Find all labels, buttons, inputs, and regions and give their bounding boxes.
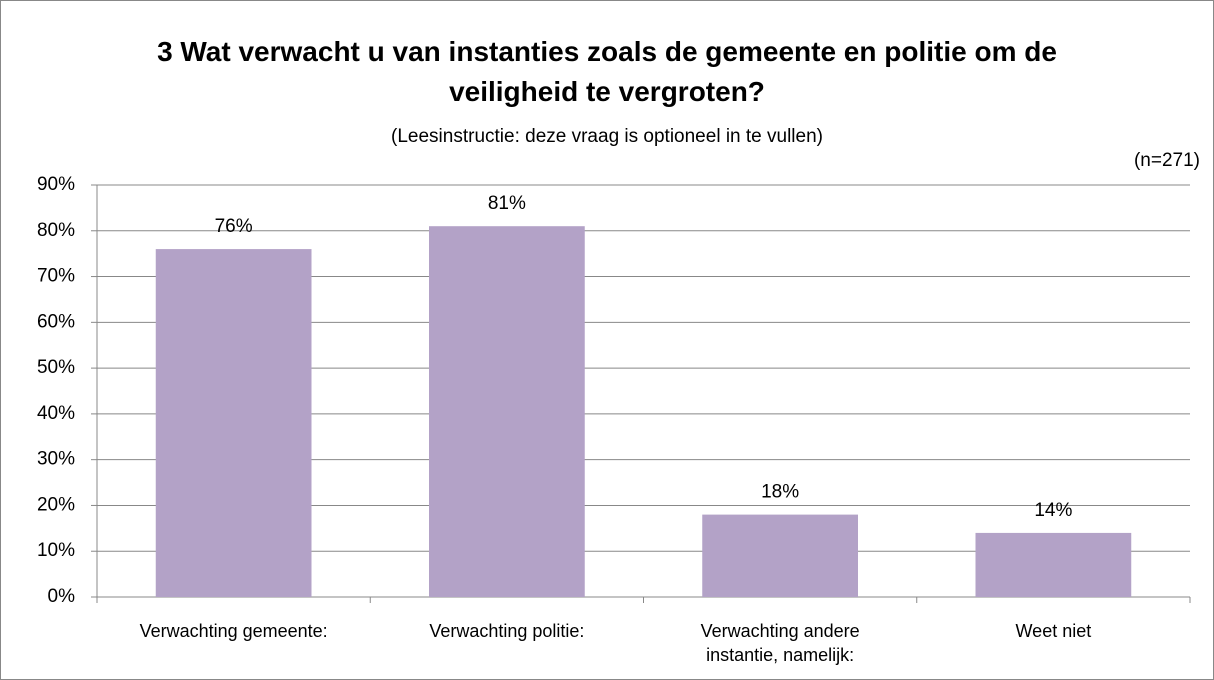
x-tick-label: Weet niet	[1015, 621, 1092, 641]
y-tick-label: 90%	[37, 174, 75, 195]
data-label: 76%	[215, 216, 253, 237]
bar	[975, 532, 1132, 597]
chart-title: 3 Wat verwacht u van instanties zoals de…	[157, 36, 1057, 107]
y-tick-label: 80%	[37, 220, 75, 241]
bar	[155, 249, 312, 598]
y-tick-label: 20%	[37, 494, 75, 515]
x-tick-label: Verwachting gemeente:	[139, 621, 328, 641]
annotation: (n=271)	[1133, 150, 1200, 171]
y-tick-label: 50%	[37, 357, 75, 378]
y-tick-label: 60%	[37, 311, 75, 332]
x-tick-label: Verwachting andere instantie, namelijk:	[700, 621, 860, 665]
data-label: 14%	[1034, 500, 1072, 521]
data-label: 81%	[488, 193, 526, 214]
data-label: 18%	[761, 482, 799, 503]
bar	[428, 226, 585, 597]
chart-subtitle: (Leesinstructie: deze vraag is optioneel…	[391, 126, 823, 147]
x-tick-label: Verwachting politie:	[429, 621, 585, 641]
y-tick-label: 30%	[37, 449, 75, 470]
y-tick-label: 10%	[37, 540, 75, 561]
y-tick-label: 40%	[37, 403, 75, 424]
y-tick-label: 0%	[48, 586, 76, 607]
y-tick-label: 70%	[37, 266, 75, 287]
bar	[702, 514, 859, 597]
